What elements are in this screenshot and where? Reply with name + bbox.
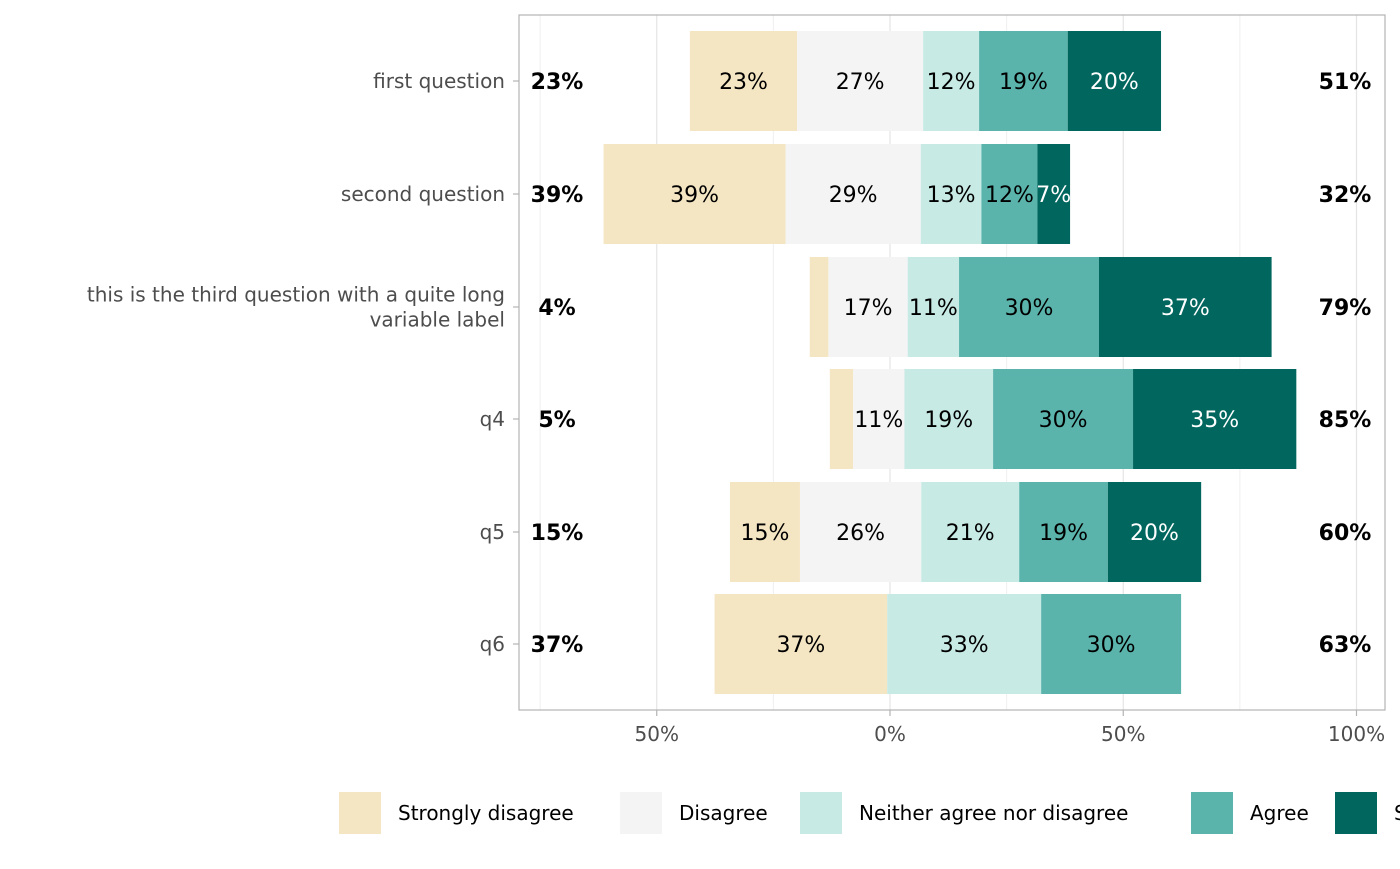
left-total-label: 15% bbox=[531, 521, 584, 546]
bar-label: 21% bbox=[946, 521, 995, 546]
legend-key bbox=[339, 792, 381, 834]
bar-label: 33% bbox=[940, 633, 989, 658]
bar-label: 19% bbox=[924, 408, 973, 433]
bar-segment bbox=[993, 369, 1134, 469]
bar-label: 11% bbox=[909, 296, 958, 321]
bar-segment bbox=[785, 144, 921, 244]
legend-key bbox=[800, 792, 842, 834]
bar-segment bbox=[828, 257, 908, 357]
bar-label: 35% bbox=[1190, 408, 1239, 433]
right-total-label: 85% bbox=[1319, 408, 1372, 433]
right-total-label: 32% bbox=[1319, 183, 1372, 208]
y-tick-label: q4 bbox=[480, 407, 505, 431]
bar-segment bbox=[1098, 257, 1272, 357]
bar-segment bbox=[809, 257, 829, 357]
bar-segment bbox=[853, 369, 905, 469]
bar-segment bbox=[921, 482, 1020, 582]
bar-segment bbox=[603, 144, 786, 244]
bar-segment bbox=[920, 144, 982, 244]
bar-segment bbox=[689, 31, 798, 131]
left-total-label: 5% bbox=[538, 408, 575, 433]
bar-label: 39% bbox=[670, 183, 719, 208]
y-tick-label: first question bbox=[373, 69, 505, 93]
bar-segment bbox=[887, 594, 1042, 694]
y-tick-label: q6 bbox=[480, 632, 505, 656]
bar-label: 37% bbox=[776, 633, 825, 658]
bar-label: 20% bbox=[1130, 521, 1179, 546]
panel-border bbox=[518, 14, 1386, 711]
x-tick-label: 0% bbox=[874, 722, 906, 746]
bar-label: 30% bbox=[1039, 408, 1088, 433]
x-tick-label: 50% bbox=[635, 722, 679, 746]
bar-segment bbox=[959, 257, 1099, 357]
bar-label: 27% bbox=[836, 70, 885, 95]
bar-segment bbox=[1107, 482, 1202, 582]
left-total-label: 37% bbox=[531, 633, 584, 658]
bar-label: 17% bbox=[844, 296, 893, 321]
right-total-label: 51% bbox=[1319, 70, 1372, 95]
bar-segment bbox=[904, 369, 994, 469]
bar-label: 30% bbox=[1087, 633, 1136, 658]
legend-label: Agree bbox=[1250, 801, 1309, 825]
bar-label: 29% bbox=[829, 183, 878, 208]
right-total-label: 60% bbox=[1319, 521, 1372, 546]
bar-segment bbox=[1019, 482, 1108, 582]
bar-segment bbox=[923, 31, 980, 131]
bar-segment bbox=[907, 257, 960, 357]
bar-label: 15% bbox=[741, 521, 790, 546]
bar-label: 20% bbox=[1090, 70, 1139, 95]
bar-segment bbox=[829, 369, 854, 469]
bar-label: 19% bbox=[999, 70, 1048, 95]
bar-label: 19% bbox=[1039, 521, 1088, 546]
x-tick-label: 50% bbox=[1101, 722, 1145, 746]
left-total-label: 23% bbox=[531, 70, 584, 95]
legend-key bbox=[1191, 792, 1233, 834]
bar-segment bbox=[981, 144, 1038, 244]
bar-segment bbox=[714, 594, 888, 694]
bar-segment bbox=[1133, 369, 1297, 469]
bar-label: 11% bbox=[854, 408, 903, 433]
bar-segment bbox=[799, 482, 922, 582]
left-total-label: 4% bbox=[538, 296, 575, 321]
legend-label: Neither agree nor disagree bbox=[859, 801, 1128, 825]
bar-label: 7% bbox=[1036, 183, 1071, 208]
bar-label: 12% bbox=[985, 183, 1034, 208]
bar-segment bbox=[729, 482, 800, 582]
y-tick-label: second question bbox=[341, 182, 505, 206]
y-tick-label: this is the third question with a quite … bbox=[87, 283, 505, 332]
bar-label: 12% bbox=[927, 70, 976, 95]
bar-label: 13% bbox=[927, 183, 976, 208]
legend-label: Disagree bbox=[679, 801, 768, 825]
bar-segment bbox=[1037, 144, 1071, 244]
legend-key bbox=[1335, 792, 1377, 834]
right-total-label: 63% bbox=[1319, 633, 1372, 658]
legend-key bbox=[620, 792, 662, 834]
y-tick-label: q5 bbox=[480, 520, 505, 544]
bar-label: 30% bbox=[1005, 296, 1054, 321]
right-total-label: 79% bbox=[1319, 296, 1372, 321]
bar-segment bbox=[797, 31, 924, 131]
legend-label: Strongly disagree bbox=[398, 801, 574, 825]
left-total-label: 39% bbox=[531, 183, 584, 208]
x-tick-label: 100% bbox=[1328, 722, 1385, 746]
bar-segment bbox=[1041, 594, 1182, 694]
bar-label: 23% bbox=[719, 70, 768, 95]
bar-segment bbox=[1067, 31, 1162, 131]
bar-label: 26% bbox=[836, 521, 885, 546]
legend-label: Strongly agree bbox=[1394, 801, 1400, 825]
bar-label: 37% bbox=[1161, 296, 1210, 321]
bar-segment bbox=[979, 31, 1068, 131]
